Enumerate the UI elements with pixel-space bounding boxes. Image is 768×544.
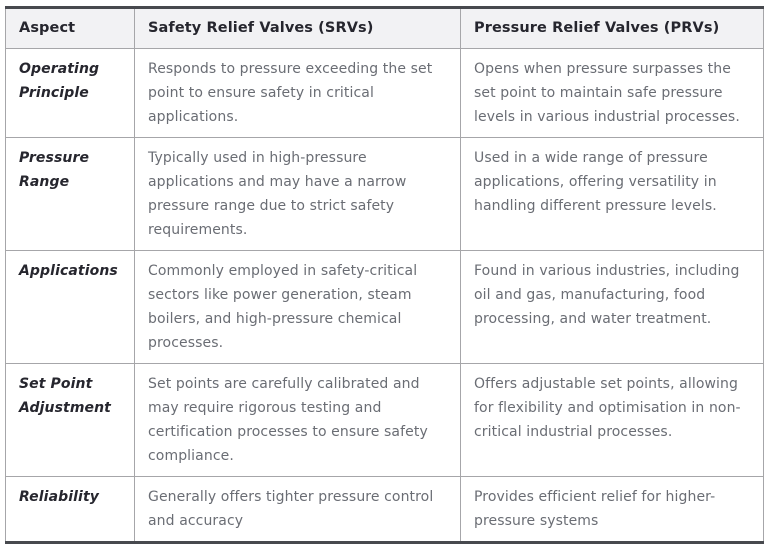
- prv-cell: Used in a wide range of pressure applica…: [460, 137, 764, 251]
- srv-cell: Typically used in high-pressure applicat…: [134, 137, 461, 251]
- srv-cell: Commonly employed in safety-critical sec…: [134, 250, 461, 364]
- prv-cell: Provides efficient relief for higher-pre…: [460, 476, 764, 543]
- table-body: Operating Principle Responds to pressure…: [5, 48, 764, 543]
- table-row-pressure-range: Pressure Range Typically used in high-pr…: [5, 137, 764, 251]
- aspect-cell: Operating Principle: [5, 48, 135, 138]
- aspect-cell: Pressure Range: [5, 137, 135, 251]
- table-row-applications: Applications Commonly employed in safety…: [5, 250, 764, 364]
- comparison-table-container: Aspect Safety Relief Valves (SRVs) Press…: [5, 6, 764, 544]
- prv-cell: Found in various industries, including o…: [460, 250, 764, 364]
- column-header-prv: Pressure Relief Valves (PRVs): [460, 7, 764, 49]
- srv-cell: Set points are carefully calibrated and …: [134, 363, 461, 477]
- srv-cell: Generally offers tighter pressure contro…: [134, 476, 461, 543]
- table-row-operating-principle: Operating Principle Responds to pressure…: [5, 48, 764, 138]
- column-header-srv: Safety Relief Valves (SRVs): [134, 7, 461, 49]
- column-header-aspect: Aspect: [5, 7, 135, 49]
- table-header: Aspect Safety Relief Valves (SRVs) Press…: [5, 7, 764, 49]
- prv-cell: Offers adjustable set points, allowing f…: [460, 363, 764, 477]
- srv-prv-comparison-table: Aspect Safety Relief Valves (SRVs) Press…: [5, 6, 764, 544]
- aspect-cell: Set Point Adjustment: [5, 363, 135, 477]
- aspect-cell: Applications: [5, 250, 135, 364]
- header-row: Aspect Safety Relief Valves (SRVs) Press…: [5, 7, 764, 49]
- table-row-set-point-adjustment: Set Point Adjustment Set points are care…: [5, 363, 764, 477]
- aspect-cell: Reliability: [5, 476, 135, 543]
- srv-cell: Responds to pressure exceeding the set p…: [134, 48, 461, 138]
- prv-cell: Opens when pressure surpasses the set po…: [460, 48, 764, 138]
- table-row-reliability: Reliability Generally offers tighter pre…: [5, 476, 764, 543]
